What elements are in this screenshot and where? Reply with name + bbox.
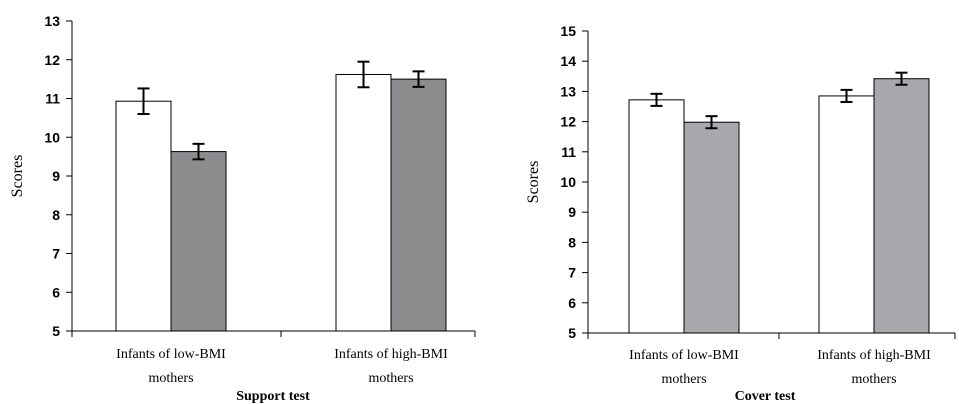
y-tick-label: 13 [560, 83, 576, 99]
y-tick-label: 9 [52, 168, 60, 184]
chart-title: Cover test [735, 389, 796, 404]
y-tick-label: 14 [560, 53, 576, 69]
y-tick-label: 6 [568, 295, 576, 311]
y-axis-title: Scores [9, 155, 26, 198]
bar-series2-cat1 [170, 151, 227, 332]
category-label: mothers [851, 372, 896, 387]
y-tick-label: 7 [568, 265, 576, 281]
y-tick-label: 5 [568, 325, 576, 341]
y-tick-label: 15 [560, 23, 576, 39]
bar-series2-cat2 [873, 78, 930, 334]
y-tick-label: 6 [52, 284, 60, 300]
y-tick-label: 13 [44, 13, 60, 29]
category-label: Infants of low-BMI [116, 347, 226, 362]
y-tick-label: 8 [568, 234, 576, 250]
category-label: Infants of high-BMI [334, 347, 448, 362]
bar-series1-cat2 [335, 73, 392, 332]
y-tick-label: 11 [45, 91, 60, 107]
y-tick-label: 12 [560, 114, 576, 130]
category-label: mothers [661, 372, 706, 387]
y-tick-label: 10 [560, 174, 576, 190]
y-tick-label: 11 [561, 144, 576, 160]
chart-panel-1: 5 6 7 8 9 10 11 12 13 Infants of low-BMI mothers In… [9, 13, 476, 404]
category-label: mothers [368, 371, 413, 386]
y-tick-label: 7 [52, 246, 60, 262]
chart-panel-2: 5 6 7 8 9 10 11 12 13 14 15 Infants of low-BMI mothe… [525, 23, 956, 404]
category-label: Infants of low-BMI [629, 348, 739, 363]
chart-title: Support test [236, 389, 310, 404]
y-tick-label: 10 [44, 129, 60, 145]
bar-series1-cat2 [818, 95, 875, 334]
y-tick-label: 8 [52, 207, 60, 223]
bar-series2-cat2 [390, 78, 447, 332]
category-label: mothers [148, 371, 193, 386]
bar-series1-cat1 [115, 100, 172, 332]
y-tick-label: 9 [568, 204, 576, 220]
bar-series1-cat1 [628, 99, 685, 334]
y-tick-label: 5 [52, 323, 60, 339]
category-label: Infants of high-BMI [817, 348, 931, 363]
y-tick-label: 12 [44, 52, 60, 68]
bar-series2-cat1 [683, 121, 740, 334]
y-axis-title: Scores [525, 161, 542, 204]
